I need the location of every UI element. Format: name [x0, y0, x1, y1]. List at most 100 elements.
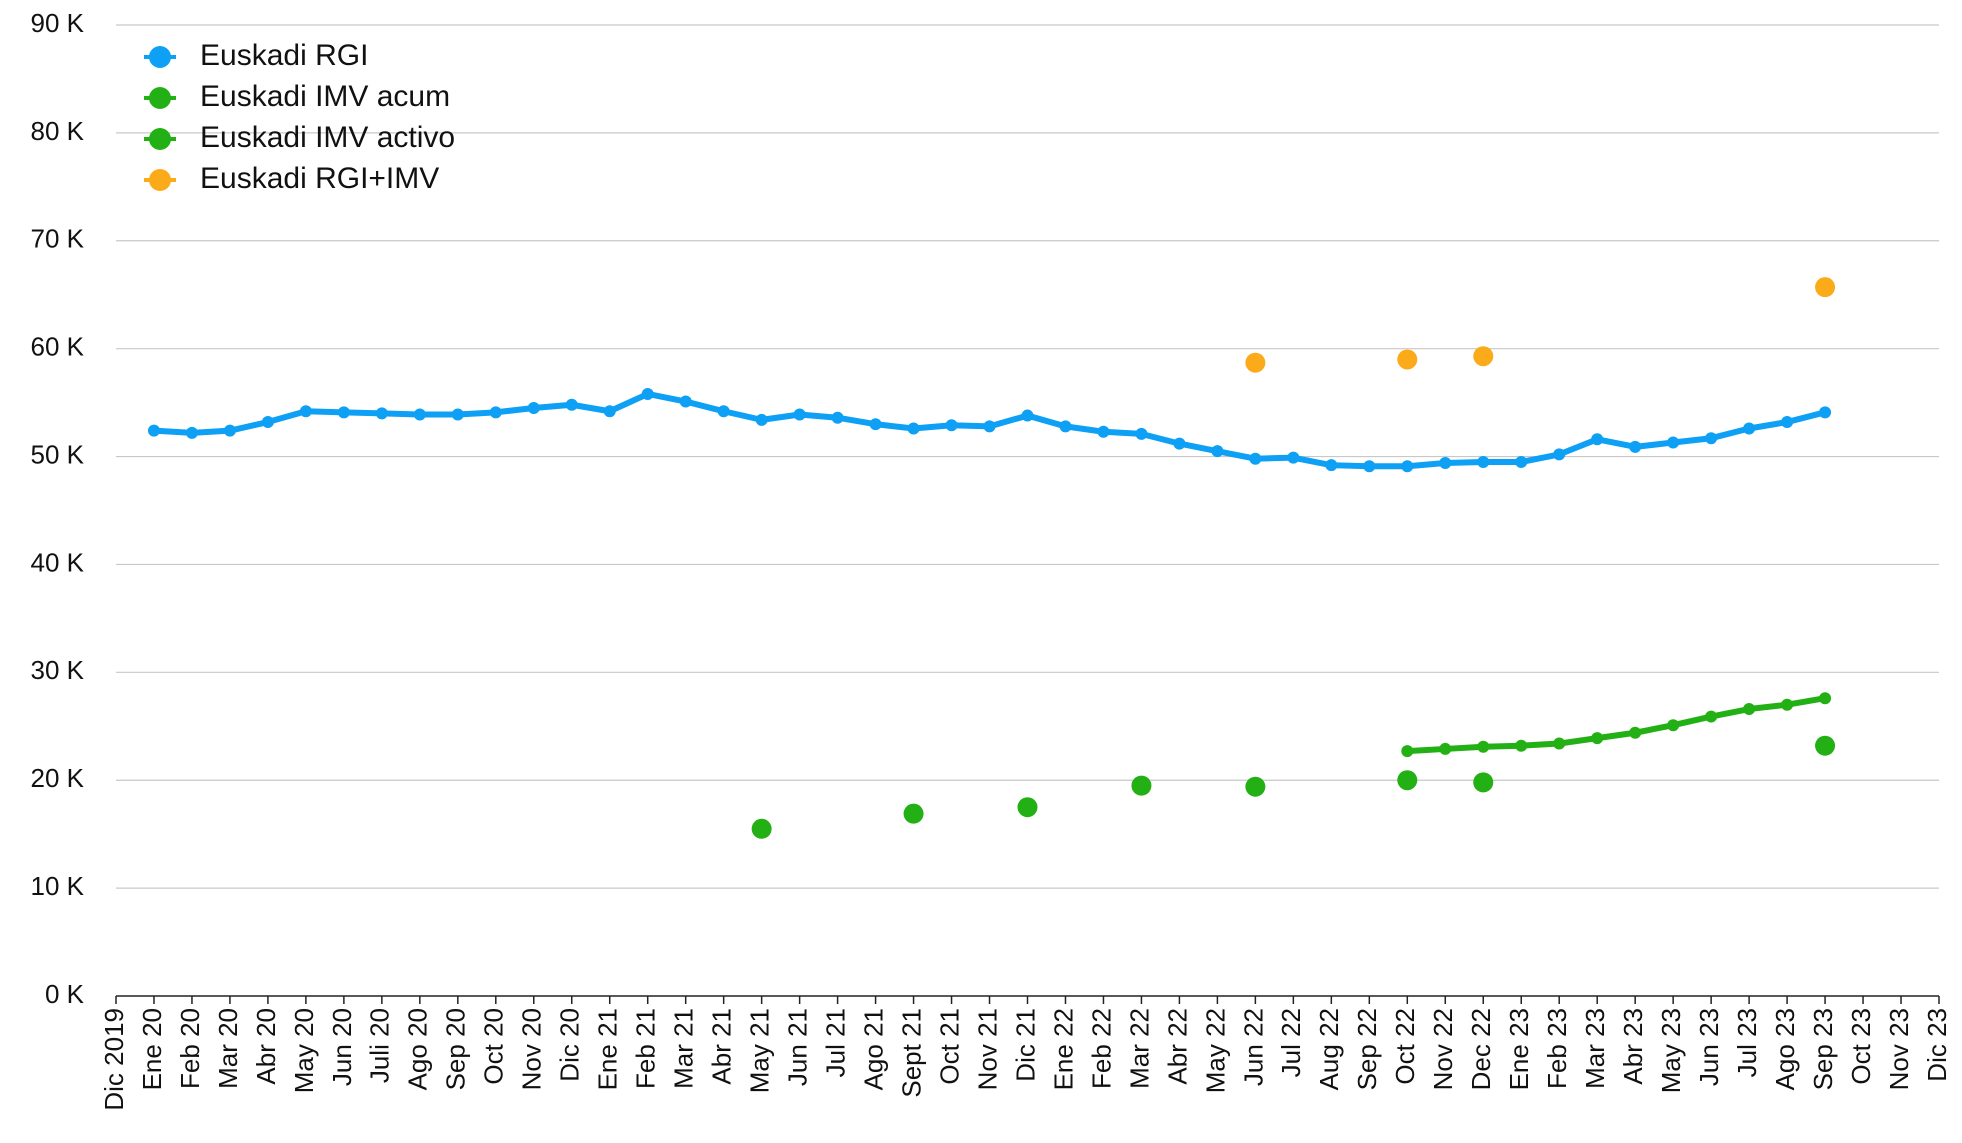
legend-label: Euskadi RGI — [200, 39, 368, 72]
point — [717, 405, 730, 418]
point — [1591, 732, 1604, 745]
x-tick-label: May 20 — [289, 1008, 319, 1093]
x-tick-label: Feb 20 — [175, 1008, 205, 1089]
point — [869, 418, 882, 431]
legend-label: Euskadi IMV acum — [200, 80, 450, 113]
point — [1131, 775, 1152, 796]
point — [299, 405, 312, 418]
x-tick-label: Oct 21 — [934, 1008, 964, 1085]
y-tick-label: 80 K — [31, 116, 85, 146]
point — [1017, 797, 1038, 818]
series-line — [1407, 695, 1826, 755]
x-tick-label: Abr 23 — [1618, 1008, 1648, 1085]
point — [1021, 409, 1034, 422]
point — [527, 402, 540, 415]
point — [1439, 457, 1452, 470]
x-tick-label: Sept 21 — [896, 1008, 926, 1098]
x-tick-label: Mar 22 — [1124, 1008, 1154, 1089]
point — [1473, 772, 1494, 793]
x-tick-label: Nov 20 — [517, 1008, 547, 1090]
point — [1211, 445, 1224, 458]
point — [903, 803, 924, 824]
x-tick-label: Abr 21 — [707, 1008, 737, 1085]
point — [1819, 692, 1832, 705]
x-tick-label: Jul 21 — [820, 1008, 850, 1077]
point — [1819, 406, 1832, 419]
y-tick-label: 20 K — [31, 763, 85, 793]
point — [451, 408, 464, 421]
x-tick-label: Mar 20 — [213, 1008, 243, 1089]
point — [1667, 719, 1680, 732]
y-tick-label: 50 K — [31, 439, 85, 469]
point — [1249, 452, 1262, 465]
x-tick-label: Juli 20 — [365, 1008, 395, 1083]
x-tick-label: Sep 23 — [1808, 1008, 1838, 1090]
x-tick-label: Ago 21 — [858, 1008, 888, 1090]
x-tick-label: Jun 20 — [327, 1008, 357, 1086]
x-tick-label: Oct 20 — [479, 1008, 509, 1085]
point — [1667, 436, 1680, 449]
legend-marker — [149, 169, 171, 191]
point — [1705, 432, 1718, 445]
point — [1743, 703, 1756, 716]
x-tick-label: Jul 22 — [1276, 1008, 1306, 1077]
point — [1515, 739, 1528, 752]
x-tick-label: Nov 23 — [1884, 1008, 1914, 1090]
point — [751, 818, 772, 839]
x-tick-label: Oct 22 — [1390, 1008, 1420, 1085]
y-tick-label: 10 K — [31, 871, 85, 901]
point — [413, 408, 426, 421]
legend-marker — [149, 87, 171, 109]
point — [1553, 448, 1566, 461]
point — [1815, 735, 1836, 756]
x-tick-label: Ene 20 — [137, 1008, 167, 1090]
point — [755, 413, 768, 426]
x-tick-label: Mar 21 — [669, 1008, 699, 1089]
point — [1325, 459, 1338, 472]
point — [983, 420, 996, 433]
x-tick-label: Feb 23 — [1542, 1008, 1572, 1089]
x-tick-label: Mar 23 — [1580, 1008, 1610, 1089]
point — [1097, 425, 1110, 438]
x-tick-label: May 21 — [745, 1008, 775, 1093]
x-tick-label: Ene 23 — [1504, 1008, 1534, 1090]
series — [751, 735, 1836, 839]
legend-marker — [149, 128, 171, 150]
point — [1059, 420, 1072, 433]
point — [1781, 698, 1794, 711]
point — [1815, 277, 1836, 298]
x-tick-label: Abr 22 — [1162, 1008, 1192, 1085]
point — [907, 422, 920, 435]
point — [1781, 416, 1794, 429]
point — [603, 405, 616, 418]
x-tick-label: Ago 23 — [1770, 1008, 1800, 1090]
point — [261, 416, 274, 429]
x-tick-label: Ago 20 — [403, 1008, 433, 1090]
point — [1439, 742, 1452, 755]
x-tick-label: May 22 — [1200, 1008, 1230, 1093]
series — [1401, 692, 1832, 758]
x-tick-label: Dic 23 — [1922, 1008, 1952, 1082]
legend-label: Euskadi RGI+IMV — [200, 162, 439, 195]
point — [1743, 422, 1756, 435]
x-tick-label: May 23 — [1656, 1008, 1686, 1093]
y-tick-label: 90 K — [31, 8, 85, 38]
legend-marker — [149, 46, 171, 68]
point — [1173, 437, 1186, 450]
point — [1135, 427, 1148, 440]
x-tick-label: Ene 22 — [1048, 1008, 1078, 1090]
series — [1245, 277, 1836, 373]
point — [1477, 740, 1490, 753]
x-tick-label: Jun 21 — [783, 1008, 813, 1086]
point — [1397, 349, 1418, 370]
point — [1477, 455, 1490, 468]
y-tick-label: 70 K — [31, 224, 85, 254]
point — [1553, 737, 1566, 750]
point — [1363, 460, 1376, 473]
y-tick-label: 60 K — [31, 332, 85, 362]
x-tick-label: Dic 21 — [1010, 1008, 1040, 1082]
point — [223, 424, 236, 437]
point — [1397, 770, 1418, 791]
